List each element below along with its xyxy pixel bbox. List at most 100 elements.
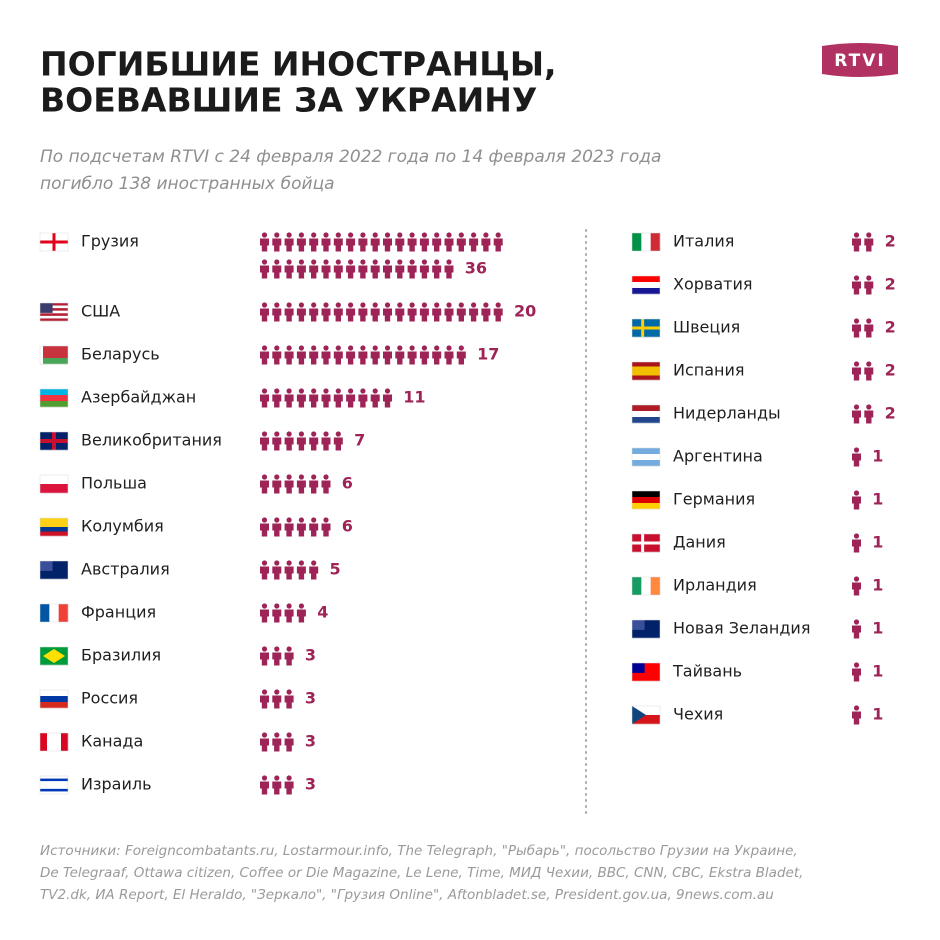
person-head	[348, 302, 354, 308]
person-head	[323, 302, 329, 308]
person-head	[853, 232, 860, 238]
person-body	[272, 308, 282, 322]
person-head	[853, 619, 860, 625]
title-line: ПОГИБШИЕ ИНОСТРАНЦЫ,	[40, 45, 557, 84]
person-body	[864, 238, 874, 252]
flag	[39, 388, 69, 408]
flag-stripe	[632, 503, 660, 510]
person-body	[272, 695, 282, 709]
value-label: 6	[342, 517, 353, 536]
person-body	[272, 480, 282, 494]
person-body	[333, 351, 343, 365]
person-body	[296, 437, 306, 451]
person-body	[358, 308, 368, 322]
flag-stripe	[40, 781, 68, 784]
person-head	[483, 302, 489, 308]
person-head	[348, 345, 354, 351]
flag-stripe	[632, 411, 660, 418]
flag-border	[39, 646, 69, 666]
value-label: 3	[305, 646, 316, 665]
flag-stripe	[632, 454, 660, 461]
person-head	[372, 345, 378, 351]
person-body	[260, 308, 269, 322]
pictogram	[260, 560, 319, 580]
person-body	[383, 394, 392, 408]
person-head	[323, 345, 329, 351]
person-body	[432, 265, 442, 279]
pictogram	[260, 388, 392, 408]
country-name: Бразилия	[81, 646, 161, 665]
flag-border	[39, 517, 69, 537]
person-body	[333, 308, 343, 322]
person-head	[397, 259, 403, 265]
flag-part	[632, 706, 646, 724]
flag-stripe	[641, 233, 651, 251]
flag-border	[39, 775, 69, 795]
country-name: Дания	[673, 533, 726, 552]
pictogram	[852, 576, 861, 596]
flag	[631, 576, 661, 596]
value-label: 2	[885, 404, 896, 423]
pictogram	[260, 646, 294, 666]
person-body	[284, 523, 294, 537]
person-body	[852, 668, 861, 682]
person-body	[260, 394, 269, 408]
flag-stripe	[40, 733, 48, 751]
person-head	[311, 474, 317, 480]
value-label: 1	[872, 576, 883, 595]
flag-stripe	[40, 690, 68, 697]
person-body	[358, 351, 368, 365]
person-body	[284, 265, 294, 279]
person-body	[432, 308, 442, 322]
person-head	[311, 560, 317, 566]
person-head	[446, 345, 452, 351]
person-body	[309, 566, 319, 580]
title-line: ВОЕВАВШИЕ ЗА УКРАИНУ	[40, 81, 537, 120]
person-head	[335, 302, 341, 308]
flag-stripe	[40, 401, 68, 408]
flag-stripe	[632, 417, 660, 424]
flag-border	[631, 232, 661, 252]
person-body	[456, 238, 466, 252]
flag-stripe	[632, 497, 660, 504]
person-body	[272, 781, 282, 795]
person-body	[272, 394, 282, 408]
person-head	[409, 302, 415, 308]
person-head	[458, 232, 464, 238]
person-body	[456, 308, 466, 322]
flag-stripe	[40, 788, 68, 792]
person-body	[370, 308, 380, 322]
person-body	[309, 351, 319, 365]
person-body	[284, 308, 294, 322]
person-body	[309, 238, 319, 252]
person-body	[864, 410, 874, 424]
person-body	[296, 308, 306, 322]
person-body	[296, 351, 306, 365]
pictogram	[852, 533, 861, 553]
person-head	[866, 318, 872, 324]
person-body	[346, 238, 356, 252]
value-label: 1	[872, 662, 883, 681]
person-body	[407, 238, 417, 252]
person-head	[311, 431, 317, 437]
person-body	[309, 265, 319, 279]
person-body	[284, 609, 294, 623]
flag-border	[39, 560, 69, 580]
flag-stripe	[632, 715, 660, 725]
person-head	[853, 318, 860, 324]
flag-border	[39, 603, 69, 623]
person-body	[358, 265, 368, 279]
person-body	[309, 308, 319, 322]
person-head	[372, 302, 378, 308]
flag-border	[39, 302, 69, 322]
flag	[39, 232, 69, 252]
flag-stripe	[40, 783, 68, 787]
person-head	[360, 232, 366, 238]
person-body	[407, 265, 417, 279]
person-head	[853, 447, 860, 453]
flag-stripe	[40, 305, 68, 309]
flag-border	[631, 404, 661, 424]
person-head	[298, 388, 304, 394]
person-head	[274, 474, 280, 480]
person-body	[852, 496, 861, 510]
